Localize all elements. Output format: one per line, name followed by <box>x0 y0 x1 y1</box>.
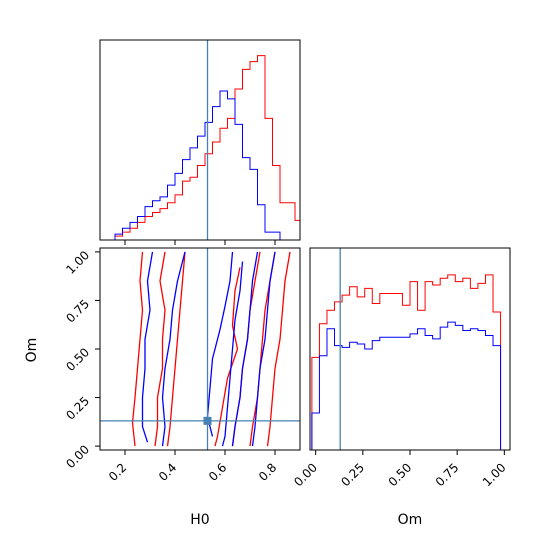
contour-line-0 <box>131 251 144 447</box>
x-axis-label-Om: Om <box>398 512 423 528</box>
contour-line-10 <box>221 261 244 447</box>
contour-line-8 <box>161 251 186 447</box>
hist-H0-series-0 <box>100 55 300 241</box>
contour-line-1 <box>154 251 166 447</box>
hist-H0-series-1 <box>100 90 300 241</box>
hist-Om-frame <box>309 247 511 451</box>
contour-x-tick-label-0: 0.2 <box>106 460 129 483</box>
hist-Om-x-tick-label-2: 0.50 <box>386 460 415 489</box>
contour-y-tick-label-2: 0.50 <box>63 345 92 374</box>
contour-line-9 <box>206 251 234 437</box>
contour-line-7 <box>141 251 154 443</box>
hist-Om-panel: 0.00 0.25 0.50 0.75 1.00 <box>291 247 511 489</box>
contour-y-tick-label-3: 0.75 <box>63 297 92 326</box>
hist-H0-frame <box>99 39 301 241</box>
hist-Om-x-tick-label-3: 0.75 <box>433 460 462 489</box>
contour-x-tick-label-1: 0.4 <box>156 460 179 483</box>
hist-Om-x-tick-label-4: 1.00 <box>480 460 509 489</box>
contour-line-6 <box>266 251 291 447</box>
contour-line-11 <box>231 251 259 447</box>
contour-x-tick-label-2: 0.6 <box>206 460 229 483</box>
contour-frame <box>99 247 301 451</box>
hist-Om-x-tick-label-0: 0.00 <box>291 460 320 489</box>
contour-y-tick-label-0: 0.00 <box>63 442 92 471</box>
contour-line-2 <box>166 251 186 447</box>
contour-y-tick-label-4: 1.00 <box>63 248 92 277</box>
hist-Om-series-1 <box>311 321 509 451</box>
contour-H0-Om-panel: 0.2 0.4 0.6 0.8 0.00 0.25 0.50 0.75 1.00 <box>63 247 301 484</box>
hist-Om-x-tick-label-1: 0.25 <box>338 460 367 489</box>
hist-Om-series-0 <box>311 274 509 451</box>
y-axis-label-Om: Om <box>24 338 40 363</box>
contour-x-tick-label-3: 0.8 <box>256 460 279 483</box>
contour-y-tick-label-1: 0.25 <box>63 394 92 423</box>
contour-line-12 <box>251 251 276 447</box>
truth-marker <box>203 416 212 425</box>
hist-H0-panel <box>99 39 301 245</box>
contour-line-3 <box>214 267 241 447</box>
x-axis-label-H0: H0 <box>190 512 209 528</box>
